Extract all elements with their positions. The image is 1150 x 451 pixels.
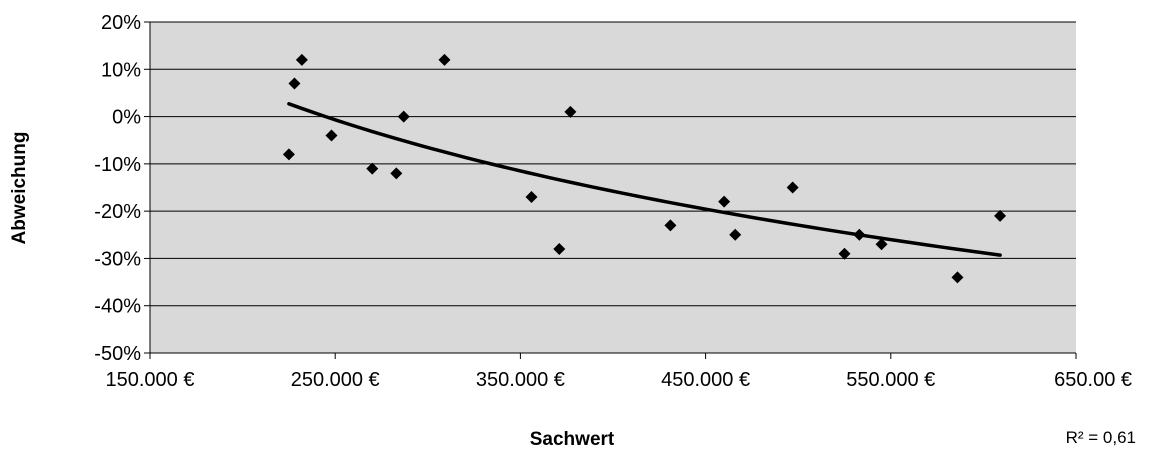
data-point [786, 181, 799, 194]
y-tick-label: -30% [94, 248, 141, 270]
y-tick-label: 0% [112, 107, 141, 129]
data-point [288, 77, 301, 90]
x-tick-label: 450.000 € [661, 369, 750, 391]
y-tick-label: -40% [94, 296, 141, 318]
data-point [295, 53, 308, 66]
data-point [564, 105, 577, 118]
gridlines [150, 21, 1076, 307]
data-point [875, 238, 888, 251]
y-axis-title: Abweichung [9, 132, 30, 245]
data-point [325, 129, 338, 142]
plot-area [150, 22, 1076, 353]
y-axis-ticks: 20% 10% 0% -10% -20% -30% -40% -50% [94, 12, 150, 365]
y-tick-label: 10% [101, 59, 141, 81]
data-point [718, 195, 731, 208]
data-point [397, 110, 410, 123]
data-point [282, 148, 295, 161]
data-point [838, 247, 851, 260]
data-point [366, 162, 379, 175]
x-tick-label: 150.000 € [106, 369, 195, 391]
x-tick-label: 650.00 € [1054, 369, 1132, 391]
y-tick-label: -50% [94, 343, 141, 365]
data-point [729, 228, 742, 241]
y-tick-label: 20% [101, 12, 141, 34]
x-axis-title: Sachwert [530, 429, 615, 450]
data-point [553, 242, 566, 255]
data-point [994, 209, 1007, 222]
data-point [853, 228, 866, 241]
r-squared-label: R² = 0,61 [1066, 428, 1136, 447]
x-tick-label: 550.000 € [846, 369, 935, 391]
data-point [525, 190, 538, 203]
data-point [438, 53, 451, 66]
x-tick-label: 250.000 € [291, 369, 380, 391]
x-tick-label: 350.000 € [476, 369, 565, 391]
data-points [282, 53, 1007, 284]
data-point [390, 167, 403, 180]
data-point [951, 271, 964, 284]
y-tick-label: -10% [94, 154, 141, 176]
x-axis-ticks: 150.000 € 250.000 € 350.000 € 450.000 € 550.… [106, 353, 1132, 391]
data-point [664, 219, 677, 232]
y-tick-label: -20% [94, 201, 141, 223]
